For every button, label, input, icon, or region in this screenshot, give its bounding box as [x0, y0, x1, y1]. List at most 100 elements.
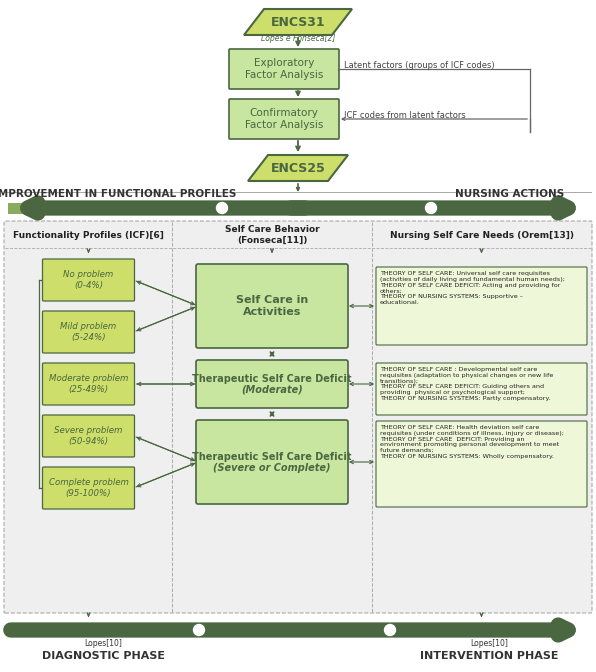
Bar — [66, 202, 69, 214]
Bar — [246, 202, 249, 214]
Text: THEORY OF SELF CARE: Health deviation self care
requisites (under conditions of : THEORY OF SELF CARE: Health deviation se… — [380, 425, 564, 459]
Text: ENCS31: ENCS31 — [271, 15, 325, 28]
Bar — [289, 202, 292, 214]
Bar — [20, 202, 23, 214]
Text: Functionality Profiles (ICF)[6]: Functionality Profiles (ICF)[6] — [13, 230, 164, 239]
Bar — [23, 202, 26, 214]
Text: Latent factors (groups of ICF codes): Latent factors (groups of ICF codes) — [344, 62, 495, 71]
Text: (Severe or Complete): (Severe or Complete) — [213, 463, 331, 473]
Text: (Moderate): (Moderate) — [241, 385, 303, 395]
Text: IMPROVEMENT IN FUNCTIONAL PROFILES: IMPROVEMENT IN FUNCTIONAL PROFILES — [0, 189, 236, 199]
FancyBboxPatch shape — [42, 363, 135, 405]
Bar — [86, 202, 89, 214]
FancyBboxPatch shape — [196, 360, 348, 408]
Bar — [74, 202, 77, 214]
Text: DIAGNOSTIC PHASE: DIAGNOSTIC PHASE — [42, 651, 165, 661]
Text: Self Care Behavior
(Fonseca[11]): Self Care Behavior (Fonseca[11]) — [225, 225, 319, 245]
FancyBboxPatch shape — [42, 311, 135, 353]
Bar — [292, 202, 295, 214]
FancyBboxPatch shape — [229, 99, 339, 139]
Bar — [113, 202, 115, 214]
Bar — [260, 202, 263, 214]
Bar — [43, 202, 46, 214]
Circle shape — [194, 624, 204, 636]
Bar — [170, 202, 173, 214]
Bar — [118, 202, 121, 214]
Bar — [243, 202, 246, 214]
FancyBboxPatch shape — [229, 49, 339, 89]
Bar — [121, 202, 124, 214]
Text: NURSING ACTIONS: NURSING ACTIONS — [455, 189, 564, 199]
Bar — [231, 202, 234, 214]
Bar — [138, 202, 141, 214]
FancyBboxPatch shape — [42, 259, 135, 301]
Bar — [167, 202, 170, 214]
FancyBboxPatch shape — [376, 363, 587, 415]
Circle shape — [384, 624, 396, 636]
Text: Self Care in
Activities: Self Care in Activities — [236, 295, 308, 317]
Bar — [72, 202, 74, 214]
Circle shape — [216, 202, 228, 214]
Bar — [234, 202, 237, 214]
Bar — [240, 202, 243, 214]
Bar — [202, 202, 205, 214]
Bar — [141, 202, 144, 214]
Bar — [182, 202, 185, 214]
Bar — [278, 202, 281, 214]
Bar — [98, 202, 101, 214]
Bar — [11, 202, 14, 214]
Bar — [107, 202, 110, 214]
Polygon shape — [244, 9, 352, 35]
Text: Exploratory
Factor Analysis: Exploratory Factor Analysis — [245, 58, 323, 80]
Bar — [254, 202, 257, 214]
Bar — [77, 202, 80, 214]
Bar — [162, 202, 164, 214]
Bar — [153, 202, 156, 214]
Bar — [150, 202, 153, 214]
Bar — [287, 202, 289, 214]
Bar — [69, 202, 72, 214]
Bar — [26, 202, 28, 214]
Bar — [281, 202, 284, 214]
Text: THEORY OF SELF CARE : Developmental self care
requisites (adaptation to physical: THEORY OF SELF CARE : Developmental self… — [380, 367, 553, 401]
Bar — [37, 202, 40, 214]
Bar — [46, 202, 49, 214]
Bar — [127, 202, 130, 214]
Bar — [31, 202, 34, 214]
Bar — [173, 202, 176, 214]
Bar — [228, 202, 231, 214]
Bar — [205, 202, 208, 214]
Bar — [220, 202, 222, 214]
Bar — [295, 202, 298, 214]
Bar — [156, 202, 159, 214]
Bar — [164, 202, 167, 214]
Bar — [237, 202, 240, 214]
Text: ENCS25: ENCS25 — [271, 161, 325, 175]
Bar — [80, 202, 83, 214]
Bar — [83, 202, 86, 214]
Text: Confirmatory
Factor Analysis: Confirmatory Factor Analysis — [245, 108, 323, 130]
Bar — [51, 202, 54, 214]
Text: Lopes e Fonseca[2]: Lopes e Fonseca[2] — [261, 34, 335, 43]
Text: Moderate problem
(25-49%): Moderate problem (25-49%) — [49, 374, 128, 394]
Bar — [159, 202, 162, 214]
Text: Mild problem
(5-24%): Mild problem (5-24%) — [60, 323, 117, 341]
Text: Lopes[10]: Lopes[10] — [85, 639, 122, 648]
Text: Complete problem
(95-100%): Complete problem (95-100%) — [48, 478, 128, 498]
Bar — [249, 202, 252, 214]
Text: ICF codes from latent factors: ICF codes from latent factors — [344, 112, 465, 120]
Bar — [54, 202, 57, 214]
Bar — [252, 202, 254, 214]
Bar — [200, 202, 202, 214]
Bar — [136, 202, 138, 214]
Bar — [185, 202, 188, 214]
Bar — [92, 202, 95, 214]
Bar — [57, 202, 60, 214]
Bar — [89, 202, 92, 214]
Bar — [272, 202, 275, 214]
Text: Lopes[10]: Lopes[10] — [470, 639, 508, 648]
Circle shape — [426, 202, 436, 214]
Bar — [275, 202, 278, 214]
Bar — [266, 202, 269, 214]
Bar — [14, 202, 17, 214]
